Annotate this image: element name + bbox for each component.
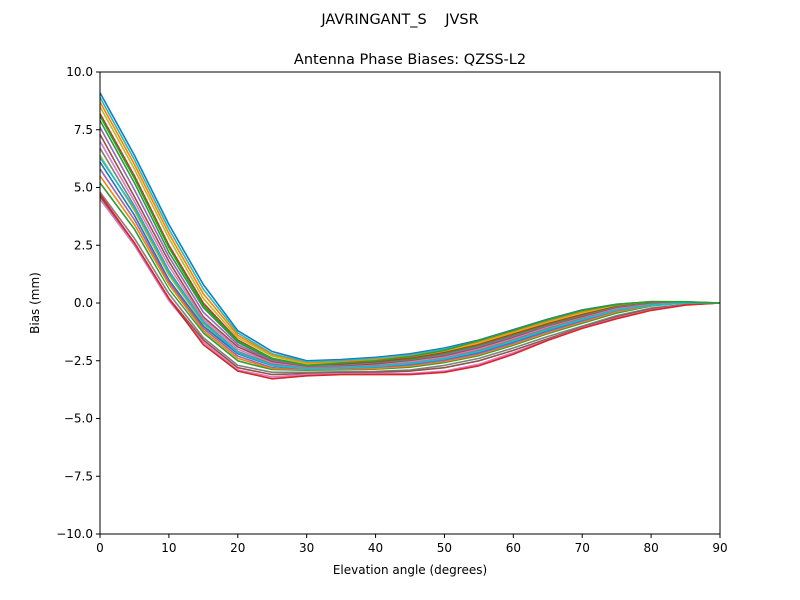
- series-line-14: [99, 175, 721, 372]
- y-tick-label: 0.0: [74, 296, 93, 310]
- x-tick-label: 70: [575, 541, 590, 555]
- x-tick-label: 60: [506, 541, 521, 555]
- series-layer: [99, 92, 721, 380]
- y-tick-label: 7.5: [74, 123, 93, 137]
- plot-area: [99, 72, 721, 534]
- y-tick-label: −2.5: [64, 354, 93, 368]
- chart-title: Antenna Phase Biases: QZSS-L2: [294, 52, 526, 68]
- figure-suptitle: JAVRINGANT_S JVSR: [320, 12, 478, 28]
- y-axis-ticks: 10.0 7.5 5.0 2.5 0.0 −2.5 −5.0 −7.5 −10.0: [56, 65, 100, 541]
- x-tick-label: 50: [437, 541, 452, 555]
- series-line-22: [99, 115, 721, 367]
- y-tick-label: 10.0: [66, 65, 93, 79]
- y-tick-label: 5.0: [74, 181, 93, 195]
- x-tick-label: 40: [368, 541, 383, 555]
- y-tick-label: −5.0: [64, 412, 93, 426]
- series-line-16: [99, 187, 721, 373]
- x-tick-label: 90: [712, 541, 727, 555]
- y-tick-label: −10.0: [56, 527, 93, 541]
- plot-frame: [99, 71, 721, 535]
- x-tick-label: 20: [230, 541, 245, 555]
- series-line-13: [99, 168, 721, 371]
- y-axis-label: Bias (mm): [28, 272, 42, 334]
- x-axis-ticks: 0 10 20 30 40 50 60 70 80 90: [96, 534, 728, 555]
- y-tick-label: 2.5: [74, 238, 93, 252]
- x-tick-label: 0: [96, 541, 104, 555]
- y-tick-label: −7.5: [64, 469, 93, 483]
- x-tick-label: 10: [161, 541, 176, 555]
- x-tick-label: 80: [643, 541, 658, 555]
- series-line-18: [99, 196, 721, 376]
- x-axis-label: Elevation angle (degrees): [333, 563, 487, 577]
- series-line-20: [99, 193, 721, 380]
- x-tick-label: 30: [299, 541, 314, 555]
- series-line-21: [99, 157, 720, 370]
- series-line-17: [99, 191, 721, 374]
- series-line-15: [99, 182, 721, 372]
